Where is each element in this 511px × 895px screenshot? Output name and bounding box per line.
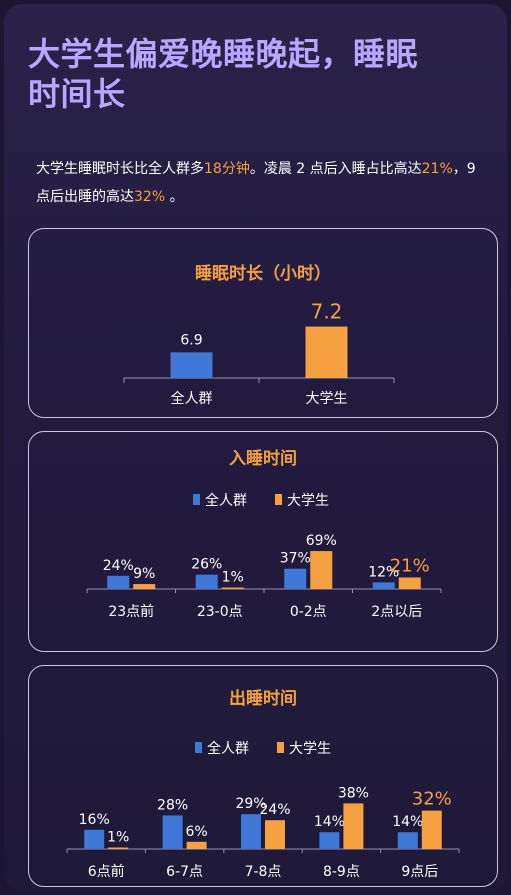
bar [162,815,183,849]
data-label: 28% [157,797,188,813]
data-label: 14% [392,814,423,830]
bar [133,584,156,589]
bar [107,575,130,589]
x-tick-label: 9点后 [401,864,438,880]
data-label: 7.2 [311,300,343,324]
bar [186,841,207,849]
intro-part: 。 [165,189,184,205]
data-label: 69% [306,533,337,549]
bar [241,814,261,849]
bar [221,587,244,589]
x-tick-label: 0-2点 [290,604,327,620]
data-label: 16% [79,812,110,828]
bedtime-card: 入睡时间 全人群 大学生 24% 9% 23点前 26% 1% 23-0点 37% 69% 0-2点… [28,431,498,652]
x-tick-label: 23点前 [108,603,154,620]
sleep-duration-card: 睡眠时长（小时） 6.9 全人群 7.2 大学生 [28,228,498,418]
data-label: 32% [412,789,452,810]
data-label: 9% [133,566,155,582]
data-label: 1% [107,830,129,846]
x-tick-label: 6-7点 [166,864,203,880]
intro-highlight: 18分钟 [204,161,250,177]
intro-text: 大学生睡眠时长比全人群多18分钟。凌晨 2 点后入睡占比高达21%，9点后出睡的… [36,155,486,211]
data-label: 6.9 [180,332,202,348]
data-label: 24% [259,802,290,818]
page-frame: 大学生偏爱晚睡晚起，睡眠 时间长 大学生睡眠时长比全人群多18分钟。凌晨 2 点… [4,4,507,891]
data-label: 12% [368,564,399,580]
x-tick-label: 全人群 [171,390,213,407]
data-label: 37% [280,551,311,567]
data-label: 6% [185,824,207,840]
wakeup-card: 出睡时间 全人群 大学生 16% 1% 6点前 28% 6% 6-7点 29% 24% 7-8点 14… [28,665,498,887]
legend-swatch [275,494,282,505]
data-label: 29% [235,796,266,812]
x-tick-label: 2点以后 [371,604,422,620]
bedtime-chart: 全人群 大学生 24%9% 23点前 26%1% 23-0点 37% 69% 0-2点 12%21… [86,492,442,620]
bar [108,847,129,849]
bar [305,326,348,378]
x-tick-label: 23-0点 [197,604,243,620]
x-tick-label: 8-9点 [323,864,360,880]
bar [265,820,285,849]
bedtime-title: 入睡时间 [229,449,297,469]
legend-label: 大学生 [287,493,329,509]
legend-label: 全人群 [207,740,249,757]
bar [310,551,333,589]
data-label: 14% [314,814,345,830]
data-label: 24% [103,558,134,574]
intro-part: 大学生睡眠时长比全人群多 [36,161,204,177]
page-title-line1: 大学生偏爱晚睡晚起，睡眠 [28,35,419,73]
bar [398,577,421,589]
data-label: 21% [390,555,430,576]
bar [397,832,418,849]
legend-swatch [195,742,202,753]
data-label: 38% [338,785,369,801]
bar [319,832,340,849]
bar [343,803,364,849]
legend-label: 全人群 [205,492,247,509]
x-tick-label: 7-8点 [245,864,282,880]
bar [284,568,307,589]
bar [421,810,442,849]
data-label: 1% [222,570,244,586]
legend-label: 大学生 [289,741,331,757]
wakeup-chart: 全人群 大学生 16% 1% 6点前 28% 6% 6-7点 29%24% 7-8点 14% 38% 8… [66,740,460,880]
bar [84,829,105,849]
x-tick-label: 6点前 [88,863,125,880]
intro-highlight: 32% [134,189,166,205]
bar [195,574,218,589]
legend: 全人群 大学生 [193,492,329,509]
intro-part: ，9点后出睡的高达 [36,161,476,205]
bar [170,352,213,378]
bar [372,582,395,589]
sleep-duration-title: 睡眠时长（小时） [195,264,331,284]
intro-highlight: 21% [421,161,453,177]
legend-swatch [193,494,200,505]
intro-part: 。凌晨 2 点后入睡占比高达 [249,161,422,177]
page-title-line2: 时间长 [28,75,126,113]
data-label: 26% [191,557,222,573]
page-title: 大学生偏爱晚睡晚起，睡眠 时间长 [28,34,498,114]
x-tick-label: 大学生 [306,391,348,407]
wakeup-title: 出睡时间 [229,689,297,709]
sleep-duration-chart: 6.9 全人群 7.2 大学生 [123,300,395,407]
legend: 全人群 大学生 [195,740,331,757]
legend-swatch [277,742,284,753]
